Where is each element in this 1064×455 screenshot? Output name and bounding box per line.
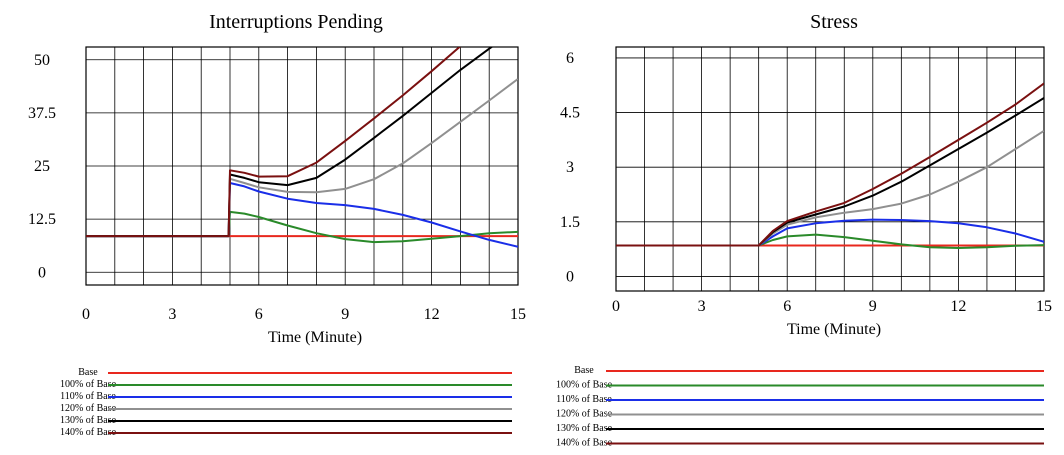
x-tick-label: 3 — [168, 306, 176, 323]
x-tick-label: 9 — [869, 298, 877, 315]
legend-label: 120% of Base — [556, 409, 613, 420]
x-axis-label: Time (Minute) — [787, 321, 881, 338]
legend-label: 140% of Base — [556, 438, 613, 449]
x-tick-label: 15 — [1036, 298, 1052, 315]
x-axis-label: Time (Minute) — [268, 329, 362, 346]
y-tick-label: 1.5 — [560, 214, 580, 231]
x-tick-label: 0 — [82, 306, 90, 323]
y-tick-label: 0 — [566, 268, 574, 285]
x-tick-label: 12 — [424, 306, 440, 323]
chart-stress: Stress 6 4.5 3 1.5 0 0 3 6 9 12 15 Time (Minute) Base… — [556, 11, 1052, 449]
legend-label: 100% of Base — [556, 380, 613, 391]
y-tick-label: 0 — [38, 264, 46, 281]
legend-label: Base — [78, 367, 98, 378]
x-tick-label: 15 — [510, 306, 526, 323]
series-line-120-of-base — [86, 78, 518, 238]
legend-label: 100% of Base — [60, 379, 117, 390]
x-tick-label: 0 — [612, 298, 620, 315]
y-tick-label: 4.5 — [560, 105, 580, 122]
x-tick-label: 6 — [255, 306, 263, 323]
series-line-110-of-base — [86, 182, 518, 248]
legend-label: 110% of Base — [60, 391, 116, 402]
series-group — [616, 82, 1044, 249]
chart-title: Stress — [810, 11, 858, 33]
series-line-140-of-base — [86, 47, 462, 238]
series-line-140-of-base — [616, 82, 1044, 247]
y-tick-label: 50 — [34, 52, 50, 69]
y-tick-label: 37.5 — [28, 105, 56, 122]
x-tick-label: 12 — [950, 298, 966, 315]
legend: Base 100% of Base 110% of Base 120% of Base… — [556, 365, 1044, 449]
y-tick-label: 25 — [34, 158, 50, 175]
series-line-100-of-base — [616, 233, 1044, 249]
chart-title: Interruptions Pending — [209, 11, 383, 33]
x-tick-label: 6 — [783, 298, 791, 315]
y-tick-label: 3 — [566, 159, 574, 176]
legend-label: 130% of Base — [556, 423, 613, 434]
series-line-130-of-base — [86, 47, 494, 238]
legend-label: 140% of Base — [60, 427, 117, 438]
legend-label: 130% of Base — [60, 415, 117, 426]
x-tick-label: 3 — [698, 298, 706, 315]
legend-label: 120% of Base — [60, 403, 117, 414]
y-tick-label: 12.5 — [28, 211, 56, 228]
y-tick-label: 6 — [566, 50, 574, 67]
plot-frame — [615, 46, 1045, 292]
legend-label: Base — [574, 365, 594, 376]
series-group — [86, 47, 518, 248]
legend-label: 110% of Base — [556, 394, 612, 405]
series-line-110-of-base — [616, 218, 1044, 247]
x-tick-label: 9 — [341, 306, 349, 323]
series-line-120-of-base — [616, 129, 1044, 247]
chart-interruptions-pending: Interruptions Pending 50 37.5 25 12.5 0 0 3 6 9 12… — [28, 11, 526, 438]
series-line-100-of-base — [86, 210, 518, 244]
plot-frame — [85, 46, 519, 286]
